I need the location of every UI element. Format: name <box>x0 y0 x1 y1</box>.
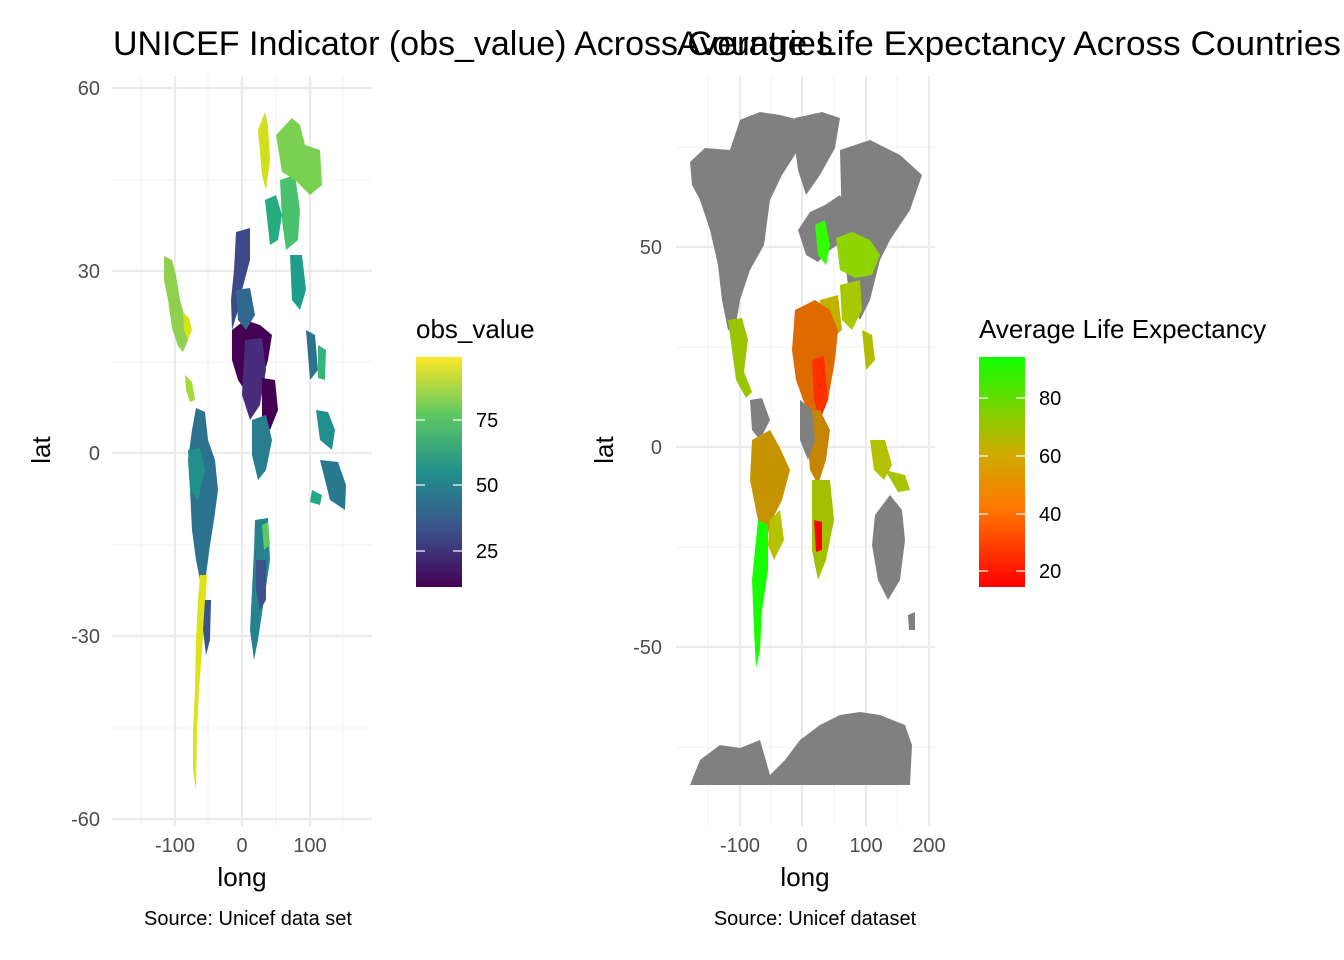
legend-title: obs_value <box>416 314 535 344</box>
right-y-tick-labels: 50 0 -50 <box>633 237 662 659</box>
country-shape <box>188 448 205 500</box>
country-shape <box>750 430 790 545</box>
right-map-title: Average Life Expectancy Across Countries <box>677 25 1341 63</box>
country-shape <box>258 112 270 190</box>
right-map-panel: 50 0 -50 -100 0 100 200 long lat Source:… <box>589 25 1341 930</box>
country-shape <box>794 112 840 195</box>
country-shape <box>815 220 830 265</box>
legend-tick-label: 20 <box>1039 561 1061 583</box>
y-tick-label: -50 <box>633 637 662 659</box>
country-shape <box>280 175 300 250</box>
y-tick-label: -60 <box>71 809 100 831</box>
country-shape <box>836 232 880 278</box>
country-shape <box>276 118 322 195</box>
legend-tick-label: 40 <box>1039 504 1061 526</box>
country-shape <box>252 415 272 480</box>
x-tick-label: 0 <box>796 835 807 857</box>
left-x-tick-labels: -100 0 100 <box>155 835 327 857</box>
country-shape <box>768 510 784 560</box>
country-shape <box>320 460 346 510</box>
country-shape <box>183 312 192 340</box>
country-shape <box>185 375 195 402</box>
country-shape <box>812 356 828 420</box>
country-shape <box>262 522 270 550</box>
country-shape <box>800 400 815 460</box>
legend-title: Average Life Expectancy <box>979 314 1266 344</box>
country-shape <box>164 256 188 352</box>
legend-colorbar <box>979 357 1025 587</box>
left-map-title: UNICEF Indicator (obs_value) Across Coun… <box>113 25 833 63</box>
country-shape <box>752 520 768 668</box>
country-shape <box>872 495 905 600</box>
country-shape <box>290 255 306 310</box>
country-shape <box>265 195 282 245</box>
x-axis-title: long <box>780 862 829 892</box>
right-legend: Average Life Expectancy 80 60 40 20 <box>979 314 1266 587</box>
left-country-shapes <box>164 112 346 790</box>
country-shape <box>690 112 800 330</box>
country-shape <box>316 410 335 450</box>
left-caption: Source: Unicef data set <box>144 908 352 930</box>
y-axis-title: lat <box>589 435 619 463</box>
country-shape <box>840 280 862 330</box>
y-tick-label: 50 <box>640 237 662 259</box>
legend-tick-label: 80 <box>1039 388 1061 410</box>
right-country-shapes <box>690 112 922 785</box>
legend-tick-label: 50 <box>476 475 498 497</box>
y-tick-label: -30 <box>71 626 100 648</box>
country-shape <box>814 520 822 552</box>
country-shape <box>885 470 910 492</box>
y-tick-label: 0 <box>89 443 100 465</box>
legend-tick-label: 75 <box>476 410 498 432</box>
country-shape <box>310 490 322 505</box>
left-map-panel: UNICEF Indicator (obs_value) Across Coun… <box>26 25 833 930</box>
right-x-tick-labels: -100 0 100 200 <box>720 835 946 857</box>
left-y-tick-labels: 60 30 0 -30 -60 <box>71 78 100 831</box>
country-shape <box>740 115 778 138</box>
country-shape <box>256 560 266 610</box>
y-axis-title: lat <box>26 435 56 463</box>
y-tick-label: 0 <box>651 437 662 459</box>
country-shape <box>231 228 250 330</box>
x-tick-label: -100 <box>155 835 195 857</box>
country-shape <box>690 712 912 785</box>
country-shape <box>728 318 752 398</box>
country-shape <box>236 288 255 330</box>
country-shape <box>188 408 218 580</box>
y-tick-label: 60 <box>78 78 100 100</box>
y-tick-label: 30 <box>78 261 100 283</box>
x-tick-label: 100 <box>293 835 326 857</box>
x-tick-label: 200 <box>912 835 945 857</box>
country-shape <box>750 398 770 440</box>
country-shape <box>908 612 915 630</box>
country-shape <box>870 440 892 480</box>
x-tick-label: -100 <box>720 835 760 857</box>
country-shape <box>862 330 875 370</box>
country-shape <box>812 480 834 580</box>
legend-tick-label: 25 <box>476 541 498 563</box>
legend-tick-label: 60 <box>1039 446 1061 468</box>
left-legend: obs_value 75 50 25 <box>416 314 535 587</box>
country-shape <box>306 330 318 380</box>
right-caption: Source: Unicef dataset <box>714 908 917 930</box>
country-shape <box>203 600 211 655</box>
x-axis-title: long <box>217 862 266 892</box>
country-shape <box>242 338 266 420</box>
x-tick-label: 100 <box>849 835 882 857</box>
x-tick-label: 0 <box>236 835 247 857</box>
left-gridlines <box>112 76 372 826</box>
country-shape <box>318 345 326 380</box>
legend-colorbar <box>416 357 462 587</box>
